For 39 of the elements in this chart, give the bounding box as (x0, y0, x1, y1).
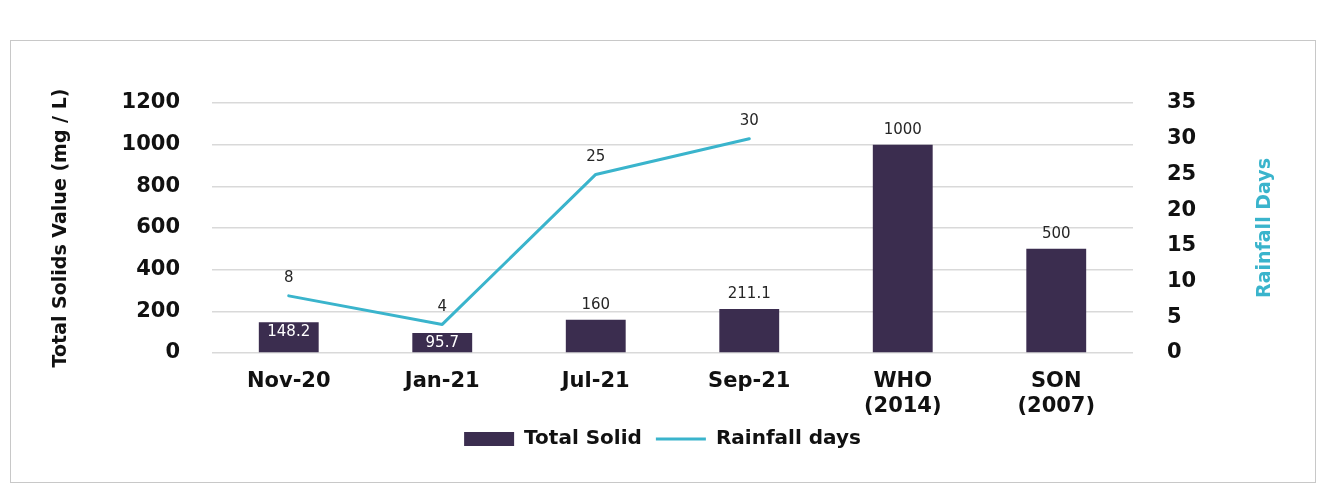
x-tick-label: SON (2007) (1017, 368, 1096, 418)
x-tick-label: Sep-21 (708, 368, 791, 393)
y-tick-label: 0 (165, 339, 180, 364)
y-tick-label: 400 (136, 256, 180, 281)
data-label: 30 (739, 111, 759, 130)
data-label: 1000 (883, 120, 922, 139)
data-label: 8 (283, 268, 294, 287)
y-tick-label: 800 (136, 172, 180, 197)
bar (1026, 248, 1087, 353)
data-label: 211.1 (727, 284, 771, 303)
y2-axis-title: Rainfall Days (1251, 158, 1274, 298)
data-label: 500 (1041, 224, 1071, 243)
x-tick-label: Jan-21 (402, 368, 480, 393)
data-label: 148.2 (267, 322, 311, 341)
bar (872, 144, 933, 353)
y2-tick-label: 15 (1167, 232, 1197, 257)
x-tick-label: Jul-21 (559, 368, 630, 393)
y2-tick-label: 10 (1167, 268, 1197, 293)
legend-label: Rainfall days (715, 425, 861, 450)
y2-tick-label: 0 (1167, 339, 1182, 364)
x-tick-label: Nov-20 (246, 368, 331, 393)
legend-label: Total Solid (524, 425, 642, 450)
y-tick-label: 1200 (121, 89, 180, 114)
y-tick-label: 200 (136, 297, 180, 322)
x-tick-label: WHO (2014) (863, 368, 942, 418)
data-label: 4 (437, 296, 448, 315)
y2-tick-label: 35 (1167, 89, 1197, 114)
bar (565, 319, 626, 353)
y-tick-label: 600 (136, 214, 180, 239)
y2-tick-label: 25 (1167, 160, 1197, 185)
y2-tick-label: 5 (1167, 303, 1182, 328)
y2-tick-label: 20 (1167, 196, 1197, 221)
y-axis-title: Total Solids Value (mg / L) (48, 88, 71, 368)
data-label: 160 (581, 295, 611, 314)
y2-tick-label: 30 (1167, 125, 1197, 150)
data-label: 25 (586, 146, 606, 165)
data-label: 95.7 (425, 332, 459, 351)
y-tick-label: 1000 (121, 131, 180, 156)
bar (719, 309, 780, 353)
